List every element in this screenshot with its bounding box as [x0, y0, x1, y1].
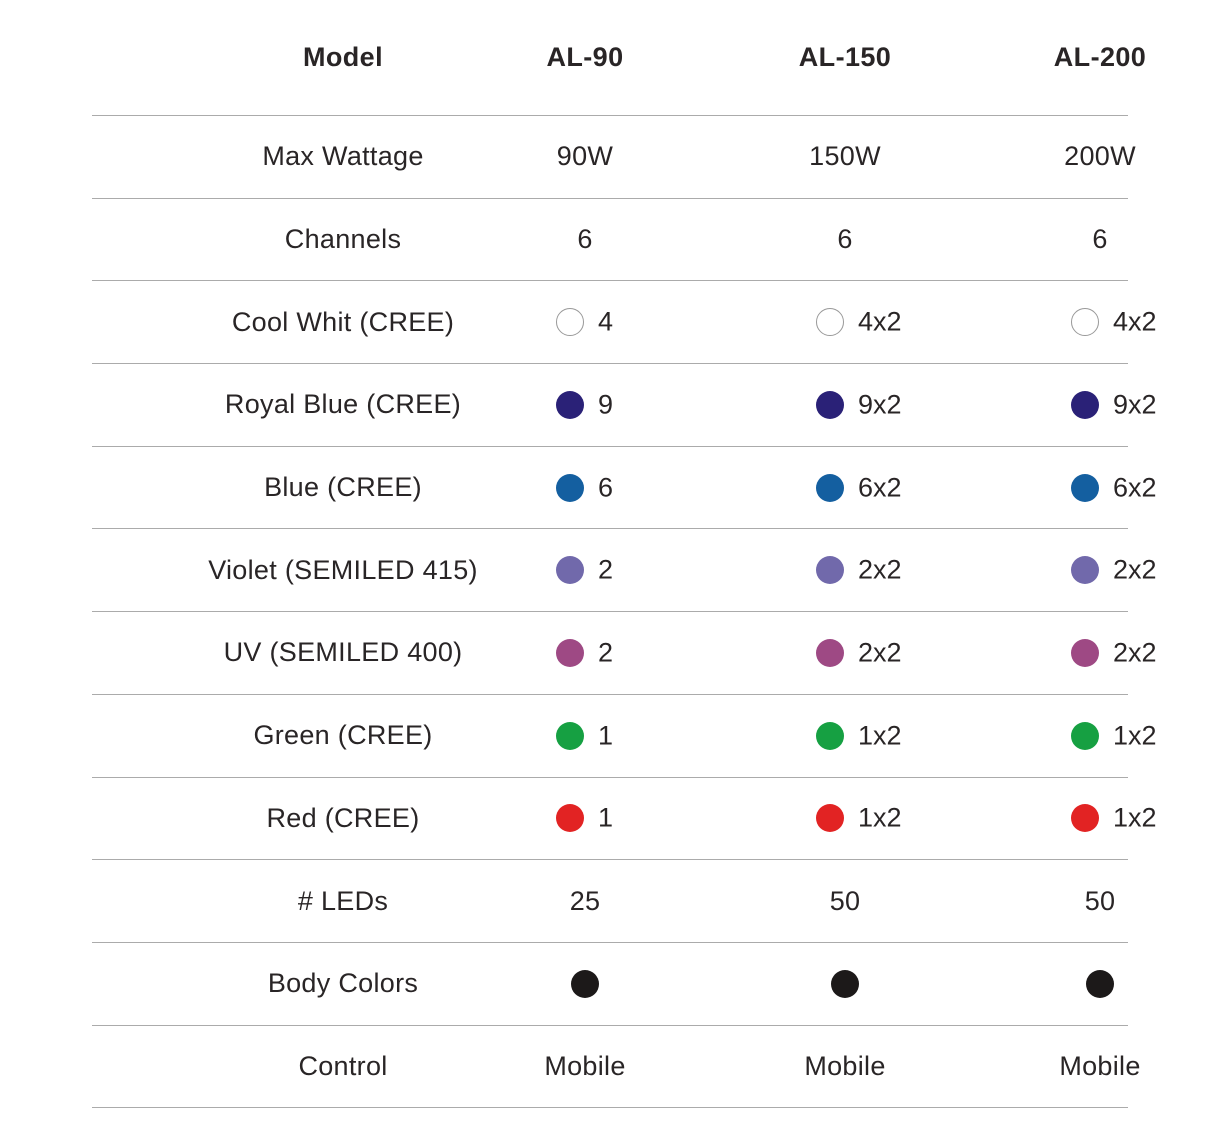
led-count: 9x2	[1113, 389, 1157, 420]
spec-value: 6	[577, 224, 593, 255]
spec-value: 50	[1084, 885, 1116, 916]
row-channels: Channels 6 6 6	[92, 199, 1128, 282]
led-count: 4	[598, 306, 614, 337]
row-max-wattage: Max Wattage 90W 150W 200W	[92, 116, 1136, 199]
led-count: 2x2	[858, 554, 902, 585]
led-count: 4x2	[1113, 306, 1157, 337]
led-count: 2x2	[1113, 637, 1157, 668]
model-header: Model	[303, 42, 383, 72]
row-cool-white-led: Cool Whit (CREE) 4 4x2 4x2	[92, 281, 1157, 365]
row-label: # LEDs	[297, 885, 389, 916]
column-header-al-200: AL-200	[1053, 42, 1147, 72]
spec-value: 50	[829, 885, 861, 916]
green-led-dot	[816, 721, 844, 750]
violet-led-dot	[556, 556, 584, 585]
row-label: Max Wattage	[262, 141, 424, 172]
row-violet-led: Violet (SEMILED 415) 2 2x2 2x2	[92, 529, 1157, 613]
spec-value: 200W	[1064, 141, 1136, 172]
row-royal-blue-led: Royal Blue (CREE) 9 9x2 9x2	[92, 364, 1157, 447]
row-label: Green (CREE)	[253, 720, 433, 751]
led-count: 2x2	[1113, 554, 1157, 585]
blue-led-dot	[1071, 473, 1099, 502]
row-blue-led: Blue (CREE) 6 6x2 6x2	[92, 447, 1157, 530]
led-count: 6x2	[1113, 472, 1157, 503]
led-count: 2	[598, 554, 614, 585]
royal-blue-led-dot	[1071, 390, 1099, 419]
body-color-dot	[831, 969, 859, 998]
spec-value: 150W	[809, 141, 881, 172]
led-count: 1x2	[858, 720, 902, 751]
row-label: Body Colors	[267, 968, 419, 999]
row-label: Royal Blue (CREE)	[224, 389, 462, 420]
led-count: 4x2	[858, 306, 902, 337]
row-label: Violet (SEMILED 415)	[208, 554, 478, 585]
row-uv-led: UV (SEMILED 400) 2 2x2 2x2	[92, 612, 1157, 695]
led-count: 9	[598, 389, 614, 420]
led-count: 6	[598, 472, 614, 503]
column-header-al-150: AL-150	[798, 42, 892, 72]
cool-white-led-dot	[1071, 308, 1099, 337]
led-count: 2	[598, 637, 614, 668]
red-led-dot	[1071, 804, 1099, 833]
led-count: 1	[598, 720, 614, 751]
row-label: Channels	[284, 224, 402, 255]
cool-white-led-dot	[556, 308, 584, 337]
uv-led-dot	[1071, 638, 1099, 667]
spec-value: 25	[569, 885, 601, 916]
row-label: Blue (CREE)	[264, 472, 422, 503]
led-count: 1	[598, 802, 614, 833]
row-led-total: # LEDs 25 50 50	[92, 860, 1128, 943]
royal-blue-led-dot	[816, 390, 844, 419]
row-control: Control Mobile Mobile Mobile	[92, 1026, 1140, 1109]
spec-value: Mobile	[804, 1050, 886, 1081]
spec-value: 6	[1092, 224, 1108, 255]
column-header-al-90: AL-90	[546, 42, 624, 72]
spec-comparison-table: Model AL-90 AL-150 AL-200 Max Wattage 90…	[92, 0, 1157, 1109]
green-led-dot	[556, 721, 584, 750]
row-label: Cool Whit (CREE)	[231, 306, 455, 337]
green-led-dot	[1071, 721, 1099, 750]
royal-blue-led-dot	[556, 390, 584, 419]
led-count: 1x2	[858, 802, 902, 833]
uv-led-dot	[816, 638, 844, 667]
row-label: UV (SEMILED 400)	[223, 637, 463, 668]
row-label: Red (CREE)	[266, 802, 420, 833]
blue-led-dot	[556, 473, 584, 502]
led-count: 9x2	[858, 389, 902, 420]
led-count: 1x2	[1113, 720, 1157, 751]
red-led-dot	[816, 804, 844, 833]
row-body-colors: Body Colors	[92, 943, 1128, 1026]
body-color-dot	[1086, 969, 1114, 998]
red-led-dot	[556, 804, 584, 833]
row-red-led: Red (CREE) 1 1x2 1x2	[92, 778, 1157, 861]
spec-value: Mobile	[1059, 1050, 1141, 1081]
row-green-led: Green (CREE) 1 1x2 1x2	[92, 695, 1157, 778]
spec-value: 90W	[556, 141, 614, 172]
uv-led-dot	[556, 638, 584, 667]
violet-led-dot	[816, 556, 844, 585]
led-count: 1x2	[1113, 802, 1157, 833]
blue-led-dot	[816, 473, 844, 502]
row-label: Control	[298, 1050, 388, 1081]
spec-value: Mobile	[544, 1050, 626, 1081]
cool-white-led-dot	[816, 308, 844, 337]
led-count: 6x2	[858, 472, 902, 503]
led-count: 2x2	[858, 637, 902, 668]
violet-led-dot	[1071, 556, 1099, 585]
body-color-dot	[571, 969, 599, 998]
header-row: Model AL-90 AL-150 AL-200	[92, 0, 1146, 116]
spec-value: 6	[837, 224, 853, 255]
